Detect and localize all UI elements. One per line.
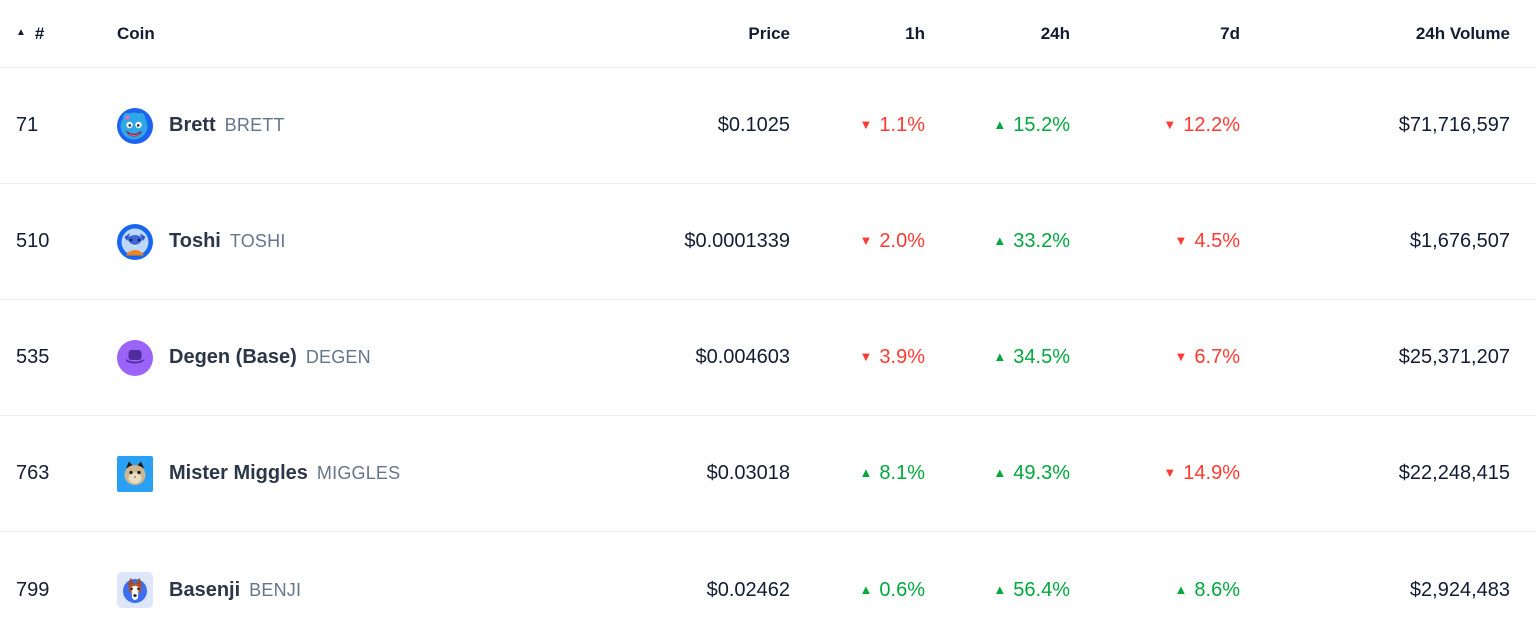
triangle-down-icon: ▼ — [1163, 117, 1177, 132]
change-value: 56.4% — [1013, 578, 1070, 601]
coin-name: Toshi — [169, 230, 221, 252]
coin-symbol: DEGEN — [305, 347, 371, 367]
coin-symbol: BENJI — [249, 579, 302, 600]
change-7d: ▼ 4.5% — [1070, 230, 1240, 253]
coin-rank: 763 — [16, 462, 50, 484]
change-value: 12.2% — [1183, 114, 1240, 136]
coin-icon-brett — [117, 107, 153, 144]
coin-name: Brett — [169, 114, 216, 136]
triangle-up-icon: ▲ — [993, 581, 1007, 597]
change-24h: ▲ 33.2% — [925, 230, 1070, 253]
column-header-7d[interactable]: 7d — [1220, 23, 1240, 43]
change-value: 6.7% — [1194, 346, 1240, 368]
table-row[interactable]: 71 Brett BRETT $0.1025 ▼ 1.1% ▲ 15.2% ▼ 12.… — [0, 68, 1536, 184]
coin-icon-miggles — [117, 455, 153, 492]
triangle-down-icon: ▼ — [859, 349, 873, 364]
coin-price: $0.004603 — [695, 346, 790, 368]
coin-price: $0.02462 — [706, 578, 790, 601]
change-value: 49.3% — [1013, 462, 1070, 484]
column-header-24h[interactable]: 24h — [1040, 23, 1070, 43]
triangle-up-icon: ▲ — [993, 117, 1007, 132]
change-24h: ▲ 56.4% — [925, 579, 1070, 602]
coin-symbol: BRETT — [224, 115, 285, 135]
table-row[interactable]: 763 Mister Miggles MIGGLES $0.03018 ▲ 8.1… — [0, 416, 1536, 532]
change-7d: ▲ 8.6% — [1070, 579, 1240, 602]
coin-rank: 510 — [16, 230, 50, 252]
change-value: 8.6% — [1194, 578, 1240, 601]
coin-rank: 799 — [16, 578, 50, 601]
change-value: 14.9% — [1183, 462, 1240, 484]
change-value: 2.0% — [879, 230, 925, 252]
triangle-up-icon: ▲ — [993, 233, 1007, 248]
change-1h: ▼ 3.9% — [790, 346, 925, 369]
coin-rank: 71 — [16, 114, 39, 136]
change-7d: ▼ 14.9% — [1070, 462, 1240, 485]
change-1h: ▲ 0.6% — [790, 579, 925, 602]
column-header-1h[interactable]: 1h — [905, 23, 925, 43]
change-value: 15.2% — [1013, 114, 1070, 136]
coin-name: Basenji — [169, 578, 241, 601]
change-1h: ▲ 8.1% — [790, 462, 925, 485]
change-value: 4.5% — [1194, 230, 1240, 252]
coin-name: Mister Miggles — [169, 462, 308, 484]
triangle-up-icon: ▲ — [1174, 581, 1188, 597]
coin-price: $0.03018 — [706, 462, 790, 484]
change-1h: ▼ 2.0% — [790, 230, 925, 253]
change-24h: ▲ 15.2% — [925, 114, 1070, 137]
column-header-rank[interactable]: ▲ # — [0, 24, 100, 44]
table-body: 71 Brett BRETT $0.1025 ▼ 1.1% ▲ 15.2% ▼ 12.… — [0, 68, 1536, 644]
triangle-up-icon: ▲ — [859, 581, 873, 597]
volume-24h: $2,924,483 — [1409, 578, 1510, 601]
coin-icon-degen — [117, 339, 153, 376]
table-row[interactable]: 535 Degen (Base) DEGEN $0.004603 ▼ 3.9% ▲… — [0, 300, 1536, 416]
coin-price: $0.0001339 — [684, 230, 790, 252]
table-row[interactable]: 799 Basenji BENJI $0.02462 ▲ 0.6% ▲ 56.4% … — [0, 532, 1536, 644]
volume-24h: $1,676,507 — [1409, 230, 1510, 252]
change-1h: ▼ 1.1% — [790, 114, 925, 137]
table-header: ▲ # Coin Price 1h 24h 7d 24h Volume — [0, 0, 1536, 68]
volume-24h: $71,716,597 — [1398, 114, 1510, 136]
change-24h: ▲ 34.5% — [925, 346, 1070, 369]
triangle-down-icon: ▼ — [1174, 233, 1188, 248]
column-header-coin[interactable]: Coin — [117, 23, 155, 43]
change-value: 33.2% — [1013, 230, 1070, 252]
coin-icon-basenji — [117, 572, 153, 608]
triangle-down-icon: ▼ — [1163, 465, 1177, 480]
triangle-up-icon: ▲ — [993, 465, 1007, 480]
column-header-price[interactable]: Price — [748, 23, 790, 43]
volume-24h: $22,248,415 — [1398, 462, 1510, 484]
coin-icon-toshi — [117, 223, 153, 260]
change-value: 3.9% — [879, 346, 925, 368]
triangle-down-icon: ▼ — [859, 233, 873, 248]
triangle-down-icon: ▼ — [859, 117, 873, 132]
coin-price: $0.1025 — [717, 114, 790, 136]
change-7d: ▼ 6.7% — [1070, 346, 1240, 369]
triangle-up-icon: ▲ — [993, 349, 1007, 364]
change-value: 1.1% — [879, 114, 925, 136]
change-24h: ▲ 49.3% — [925, 462, 1070, 485]
triangle-up-icon: ▲ — [859, 465, 873, 480]
coin-symbol: TOSHI — [229, 231, 286, 251]
column-header-24h-volume[interactable]: 24h Volume — [1415, 23, 1510, 43]
triangle-down-icon: ▼ — [1174, 349, 1188, 364]
sort-ascending-icon: ▲ — [16, 27, 26, 38]
table-row[interactable]: 510 Toshi TOSHI $0.0001339 ▼ 2.0% ▲ 33.2% … — [0, 184, 1536, 300]
volume-24h: $25,371,207 — [1398, 346, 1510, 368]
change-value: 8.1% — [879, 462, 925, 484]
change-7d: ▼ 12.2% — [1070, 114, 1240, 137]
coin-name: Degen (Base) — [169, 346, 297, 368]
coin-symbol: MIGGLES — [316, 463, 401, 483]
change-value: 34.5% — [1013, 346, 1070, 368]
coin-rank: 535 — [16, 346, 50, 368]
change-value: 0.6% — [879, 578, 925, 601]
column-header-rank-label: # — [34, 23, 45, 43]
